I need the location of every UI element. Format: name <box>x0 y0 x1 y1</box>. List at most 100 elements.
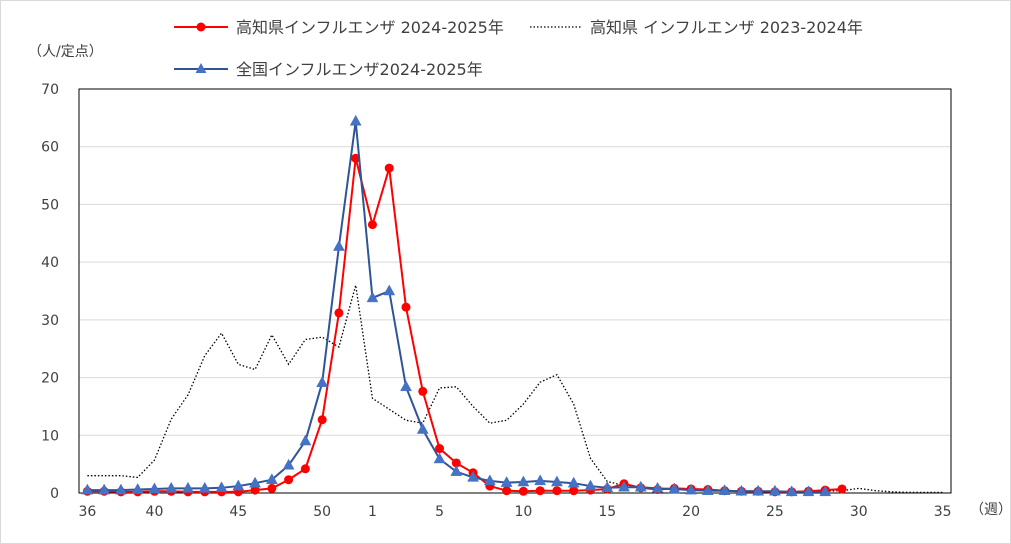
data-point <box>802 485 815 497</box>
data-point <box>299 434 312 446</box>
x-axis: 36 40 45 50 1 5 10 15 20 25 30 35 <box>78 504 951 520</box>
data-point <box>517 475 530 487</box>
data-point <box>367 220 377 230</box>
legend-item-kochi-2024: 高知県インフルエンザ 2024-2025年 <box>174 18 504 37</box>
data-point <box>752 484 765 496</box>
data-point <box>500 476 513 487</box>
y-tick-label: 10 <box>41 428 59 444</box>
data-point <box>366 291 379 303</box>
data-point <box>249 476 261 488</box>
data-point <box>502 486 512 496</box>
data-point <box>435 444 445 454</box>
data-point <box>785 485 798 497</box>
y-tick-label: 0 <box>50 486 59 502</box>
x-tick-label: 40 <box>146 504 164 520</box>
data-point <box>284 475 294 485</box>
data-point <box>433 452 446 464</box>
legend-label-national-2024: 全国インフルエンザ2024-2025年 <box>236 60 483 79</box>
data-point <box>265 473 278 484</box>
x-tick-label: 35 <box>934 504 952 520</box>
data-point <box>401 302 411 312</box>
x-tick-label: 5 <box>435 504 444 520</box>
x-tick-label: 20 <box>682 504 700 520</box>
data-point <box>535 486 545 496</box>
data-point <box>400 380 412 392</box>
legend-item-kochi-2023: 高知県 インフルエンザ 2023-2024年 <box>530 18 863 37</box>
legend: 高知県インフルエンザ 2024-2025年 高知県 インフルエンザ 2023-2… <box>174 18 863 79</box>
data-point <box>232 479 245 491</box>
data-point <box>668 482 681 494</box>
data-point <box>618 480 630 492</box>
y-axis-unit-label: （人/定点） <box>28 44 103 60</box>
data-point <box>601 481 614 493</box>
data-point <box>685 483 697 495</box>
data-point <box>718 484 731 495</box>
data-point <box>250 485 260 495</box>
data-point <box>416 422 429 434</box>
data-point <box>483 474 496 486</box>
gridlines <box>79 146 951 436</box>
data-point <box>81 483 94 495</box>
data-point <box>349 114 362 126</box>
x-tick-label: 50 <box>313 504 331 520</box>
data-point <box>735 484 748 496</box>
data-point <box>131 483 144 494</box>
data-point <box>282 458 295 470</box>
data-point <box>769 484 781 496</box>
data-point <box>552 486 562 496</box>
series-line-2 <box>87 121 826 493</box>
data-point <box>701 484 714 495</box>
data-point <box>384 163 394 173</box>
data-point <box>215 481 228 493</box>
y-tick-label: 70 <box>41 82 59 98</box>
legend-marker-national-2024 <box>195 63 207 73</box>
y-tick-label: 40 <box>41 255 59 271</box>
data-point <box>98 483 111 495</box>
data-point <box>333 240 345 251</box>
x-tick-label: 1 <box>368 504 377 520</box>
data-point <box>198 481 211 493</box>
x-tick-label: 36 <box>78 504 96 520</box>
y-axis: 0 10 20 30 40 50 60 70 <box>41 82 59 502</box>
data-point <box>383 284 396 296</box>
series-layer <box>81 114 943 497</box>
data-point <box>418 386 428 396</box>
y-tick-label: 20 <box>41 371 59 387</box>
legend-label-kochi-2024: 高知県インフルエンザ 2024-2025年 <box>236 18 504 37</box>
data-point <box>569 486 579 496</box>
data-point <box>165 481 178 493</box>
y-tick-label: 30 <box>41 313 59 329</box>
legend-marker-kochi-2024 <box>196 22 206 32</box>
data-point <box>819 485 832 497</box>
series-line-0 <box>87 158 843 493</box>
data-point <box>837 484 847 494</box>
data-point <box>450 465 463 476</box>
data-point <box>351 153 361 163</box>
data-point <box>148 482 161 494</box>
data-point <box>451 458 461 468</box>
data-point <box>534 474 547 486</box>
legend-label-kochi-2023: 高知県 インフルエンザ 2023-2024年 <box>590 18 863 37</box>
y-tick-label: 60 <box>41 140 59 156</box>
x-tick-label: 45 <box>229 504 247 520</box>
x-tick-label: 10 <box>514 504 532 520</box>
data-point <box>584 479 597 491</box>
data-point <box>518 486 528 496</box>
x-tick-label: 25 <box>766 504 784 520</box>
x-tick-label: 30 <box>850 504 868 520</box>
y-tick-label: 50 <box>41 197 59 213</box>
data-point <box>467 470 479 482</box>
data-point <box>182 481 194 493</box>
data-point <box>267 483 277 493</box>
series-line-1 <box>87 285 943 494</box>
plot-area <box>78 88 952 494</box>
x-tick-label: 15 <box>598 504 616 520</box>
data-point <box>300 464 310 474</box>
data-point <box>551 475 563 487</box>
data-point <box>334 308 344 318</box>
data-point <box>115 483 127 495</box>
x-axis-unit-label: （週） <box>970 502 1011 518</box>
data-point <box>567 476 580 488</box>
